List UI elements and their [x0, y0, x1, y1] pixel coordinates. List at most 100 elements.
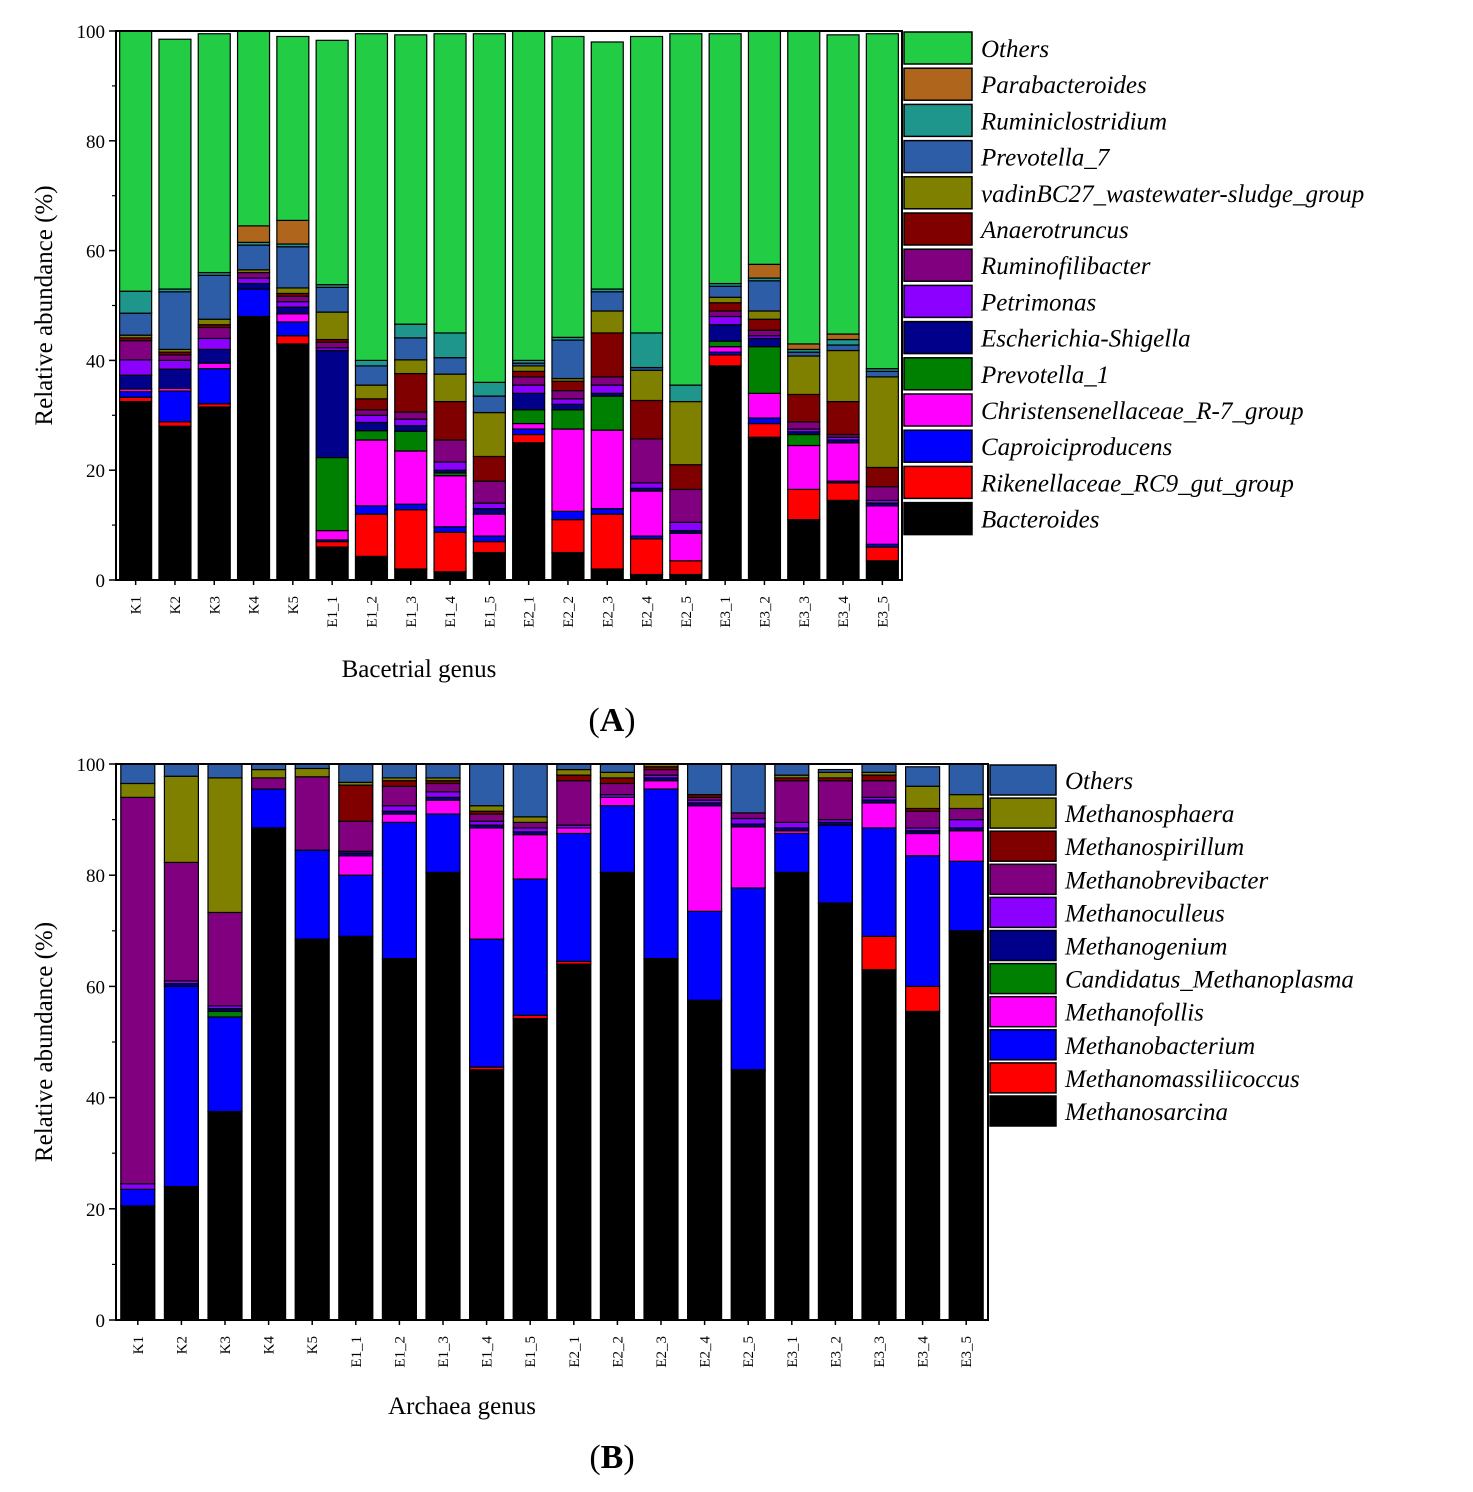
- panel-a-bar-e1-4-rikenellaceae-rc9-gut-group: [433, 531, 467, 573]
- panel-a-bar-e3-2-christensenellaceae-r-7-group: [747, 392, 782, 419]
- panel-a-bar-e3-1-christensenellaceae-r-7-group: [708, 346, 742, 353]
- panel-b-bar-e3-5-methanobacterium: [948, 860, 984, 932]
- panel-a-bar-e1-2-ruminiclostridium: [354, 359, 389, 367]
- panel-b-bar-e3-4-methanosarcina: [904, 1010, 941, 1321]
- panel-b-bar-e3-1-others: [774, 763, 810, 776]
- panel-a-bar-k5-others: [276, 35, 310, 222]
- panel-b-x-tick-label: E1_3: [436, 1336, 452, 1368]
- panel-b-x-tick-label: K5: [305, 1336, 321, 1354]
- panel-a-bar-k5-caproiciproducens: [276, 321, 310, 337]
- panel-b-bar-e2-5-methanosarcina: [730, 1069, 766, 1321]
- panel-a-legend-label-escherichia-shigella: Escherichia-Shigella: [980, 326, 1191, 353]
- panel-a-y-tick-label: 80: [86, 132, 105, 153]
- panel-a-legend-swatch-anaerotruncus: [903, 212, 973, 246]
- panel-a-bar-e1-2-christensenellaceae-r-7-group: [354, 439, 389, 507]
- panel-a-bar-e1-5-prevotella-7: [472, 395, 506, 414]
- panel-b-bar-e1-4-others: [469, 763, 505, 807]
- panel-b-bar-e3-2-methanobrevibacter: [817, 780, 854, 821]
- panel-a-bar-e1-1-escherichia-shigella: [315, 349, 349, 459]
- panel-a-bar-k2-escherichia-shigella: [158, 368, 192, 389]
- panel-a-bar-e3-4-parabacteroides: [826, 333, 860, 341]
- panel-a-bar-e3-4-rikenellaceae-rc9-gut-group: [826, 482, 860, 501]
- panel-a-legend-swatch-christensenellaceae-r-7-group: [903, 393, 973, 427]
- panel-label-a: (A): [588, 702, 635, 739]
- panel-a-bar-e2-1-petrimonas: [512, 384, 546, 394]
- panel-a-bar-e2-2-bacteroides: [551, 551, 585, 581]
- panel-a-bar-e3-3-ruminofilibacter: [787, 421, 821, 430]
- panel-b-bar-e2-3-methanofollis: [643, 780, 679, 790]
- panel-a-bar-e1-3-vadinbc27-wastewater-sludge-group: [394, 359, 428, 375]
- panel-b-bar-e1-3-methanosarcina: [425, 871, 461, 1321]
- panel-b-bar-e2-5-methanofollis: [730, 826, 766, 889]
- panel-b-bar-k3-others: [207, 763, 243, 779]
- panel-b-legend-swatch-others: [989, 764, 1057, 796]
- panel-b-bar-e3-1-methanosarcina: [774, 871, 810, 1321]
- panel-a-bar-e1-2-bacteroides: [354, 555, 389, 581]
- panel-b-bar-e2-3-methanobrevibacter: [643, 768, 679, 776]
- panel-a-bar-e1-1-ruminofilibacter: [315, 341, 349, 349]
- panel-b-x-tick-label: E2_2: [610, 1336, 626, 1368]
- panel-a-bar-k3-escherichia-shigella: [197, 348, 231, 364]
- panel-a-bar-k4-petrimonas: [236, 277, 271, 285]
- panel-a-x-tick-label: E3_5: [875, 596, 891, 628]
- panel-a-bar-e2-5-ruminiclostridium: [669, 384, 703, 403]
- panel-b-bar-e2-3-methanobacterium: [643, 788, 679, 960]
- panel-a-bar-k5-ruminofilibacter: [276, 295, 310, 303]
- panel-a-bar-k5-rikenellaceae-rc9-gut-group: [276, 335, 310, 345]
- panel-a-x-tick-label: E3_3: [797, 596, 813, 628]
- panel-b-bar-k3-methanobrevibacter: [207, 911, 243, 1007]
- panel-b-bar-e2-4-methanobacterium: [686, 910, 723, 1001]
- panel-b-x-tick-label: E2_1: [567, 1336, 583, 1368]
- panel-b-bar-e1-2-methanospirillum: [381, 780, 417, 787]
- panel-a-bar-e1-5-petrimonas: [472, 502, 506, 510]
- panel-a-bar-e2-5-others: [669, 33, 703, 386]
- panel-a-y-tick-label: 20: [86, 461, 105, 482]
- panel-a-bar-e1-5-rikenellaceae-rc9-gut-group: [472, 540, 506, 554]
- panel-a-bar-e1-2-vadinbc27-wastewater-sludge-group: [354, 384, 389, 400]
- panel-a-bar-e3-3-bacteroides: [787, 519, 821, 581]
- panel-a-bar-e2-2-prevotella-1: [551, 409, 585, 430]
- panel-b-bar-e3-4-methanosphaera: [904, 785, 941, 810]
- panel-a-bar-e2-2-petrimonas: [551, 398, 585, 405]
- panel-b-bar-e3-5-methanofollis: [948, 830, 984, 862]
- panel-b-bar-e3-3-methanofollis: [861, 802, 897, 829]
- panel-a-bar-e2-3-vadinbc27-wastewater-sludge-group: [590, 310, 624, 334]
- panel-a-bar-k5-petrimonas: [276, 301, 310, 308]
- panel-b-bar-e3-3-methanosarcina: [861, 969, 897, 1321]
- panel-a-bar-e1-3-rikenellaceae-rc9-gut-group: [394, 509, 428, 570]
- panel-b-x-tick-label: E1_2: [392, 1336, 408, 1368]
- panel-a-bar-k5-vadinbc27-wastewater-sludge-group: [276, 287, 310, 295]
- panel-b-bar-e3-5-methanobrevibacter: [948, 807, 984, 821]
- panel-b-bar-e1-1-methanospirillum: [338, 784, 374, 822]
- panel-b-bar-e1-2-methanofollis: [381, 813, 417, 823]
- panel-a-bar-e2-3-bacteroides: [590, 568, 624, 581]
- panel-a-bar-e1-2-ruminofilibacter: [354, 409, 389, 416]
- chart-bacteria: K1 K2 K3 K4 K5 E1_1 E1_2 E1_3 E1_4 E1_5 E2_1 E2_2 E2…: [31, 22, 1364, 683]
- panel-b-legend-swatch-methanobrevibacter: [989, 863, 1057, 896]
- panel-b-legend-swatch-methanomassiliicoccus: [989, 1062, 1057, 1094]
- panel-a-bar-k3-vadinbc27-wastewater-sludge-group: [197, 318, 231, 326]
- panel-a-legend-label-ruminofilibacter: Ruminofilibacter: [980, 253, 1151, 280]
- panel-b-bar-k5-methanobacterium: [294, 849, 330, 940]
- panel-b-bar-e1-1-methanofollis: [338, 855, 374, 876]
- panel-b-y-tick-label: 40: [86, 1089, 105, 1110]
- panel-a-x-tick-label: E2_3: [600, 596, 616, 628]
- panel-b-bar-e3-5-methanoculleus: [948, 818, 984, 829]
- panel-b-bar-e3-5-others: [948, 763, 984, 796]
- panel-b-bar-k1-others: [120, 763, 156, 785]
- panel-a-bar-e1-4-prevotella-7: [433, 357, 467, 375]
- panel-a-bar-k2-ruminofilibacter: [158, 354, 192, 362]
- panel-a-legend-swatch-ruminofilibacter: [903, 248, 973, 282]
- panel-b-bar-e2-2-methanosphaera: [599, 771, 636, 779]
- panel-a-bar-e1-2-others: [354, 33, 389, 361]
- panel-a-bar-e3-3-anaerotruncus: [787, 393, 821, 423]
- panel-b-bar-e1-2-methanoculleus: [381, 805, 417, 812]
- panel-b-bar-k4-methanosphaera: [251, 768, 287, 779]
- panel-b-bar-e2-1-methanosphaera: [556, 768, 592, 776]
- panel-b-bar-k5-methanosphaera: [294, 767, 330, 778]
- panel-b-x-tick-label: E3_2: [828, 1336, 844, 1368]
- panel-a-bar-e3-1-rikenellaceae-rc9-gut-group: [708, 354, 742, 367]
- panel-b-bar-e1-4-methanosphaera: [469, 805, 505, 812]
- panel-a-bar-e1-5-ruminiclostridium: [472, 381, 506, 397]
- panel-a-x-axis-title: Bacetrial genus: [342, 656, 497, 683]
